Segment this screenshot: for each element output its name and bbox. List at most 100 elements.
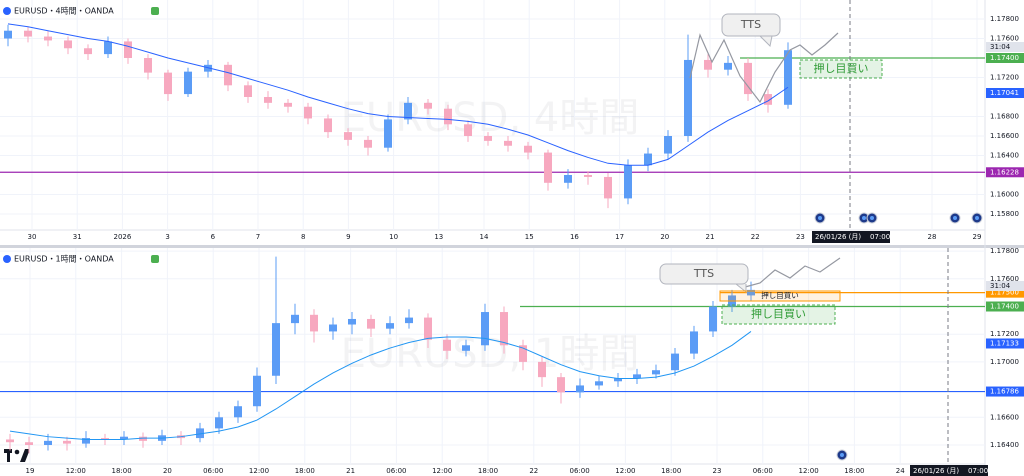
date-box-bg — [910, 465, 988, 476]
candle-body — [234, 406, 242, 418]
candle-body — [4, 30, 12, 39]
price-label-bg — [986, 167, 1024, 178]
price-label: 1.16800 — [990, 113, 1019, 121]
candle-body — [462, 345, 470, 351]
time-label: 18:00 — [295, 467, 315, 475]
candle-body — [244, 85, 252, 97]
symbol-icon — [3, 255, 11, 263]
candle-body — [724, 62, 732, 70]
candle-body — [671, 353, 679, 371]
candle-body — [500, 312, 508, 346]
time-label: 06:00 — [386, 467, 406, 475]
time-label: 10 — [389, 233, 398, 241]
candle-body — [744, 62, 752, 95]
candle-body — [104, 41, 112, 55]
watermark: EURUSD, 1時間 — [341, 331, 640, 377]
time-label: 22 — [529, 467, 538, 475]
candle-body — [690, 331, 698, 354]
event-icon-dot — [840, 453, 844, 457]
candle-body — [481, 312, 489, 346]
time-label: 16 — [570, 233, 579, 241]
candle-body — [25, 442, 33, 445]
candle-body — [544, 152, 552, 183]
price-label: 1.17200 — [990, 74, 1019, 82]
date-box: 26/01/26 (月) — [913, 467, 959, 475]
candle-body — [424, 102, 432, 109]
time-label: 12:00 — [615, 467, 635, 475]
time-label: 06:00 — [570, 467, 590, 475]
candle-body — [144, 58, 152, 73]
candle-body — [633, 374, 641, 379]
time-label: 06:00 — [753, 467, 773, 475]
candle-body — [84, 48, 92, 55]
callout-box — [659, 263, 749, 285]
price-label: 1.16786 — [990, 388, 1019, 396]
candle-body — [614, 378, 622, 382]
callout-box — [721, 13, 781, 37]
price-label: 1.16400 — [990, 441, 1019, 449]
time-label: 14 — [480, 233, 489, 241]
candle-body — [64, 40, 72, 49]
candle-body — [348, 318, 356, 325]
date-time: 07:00 — [968, 467, 988, 475]
price-label-bg — [986, 338, 1024, 349]
price-label: 1.17500 — [990, 289, 1019, 297]
price-label: 1.16228 — [990, 168, 1019, 176]
price-label: 1.17041 — [990, 89, 1019, 97]
candle-body — [404, 102, 412, 120]
time-label: 23 — [796, 233, 805, 241]
candle-body — [564, 175, 572, 183]
symbol-title[interactable]: EURUSD・4時間・OANDA — [14, 7, 114, 16]
order-box — [719, 290, 841, 302]
candle-body — [684, 59, 692, 137]
candle-body — [24, 30, 32, 37]
time-label: 18:00 — [112, 467, 132, 475]
status-icon — [151, 255, 159, 263]
forecast-path — [689, 32, 839, 104]
price-label: 1.16600 — [990, 132, 1019, 140]
time-label: 12:00 — [249, 467, 269, 475]
countdown-bg — [986, 42, 1024, 52]
candle-body — [538, 361, 546, 378]
date-time: 07:00 — [870, 233, 890, 241]
price-label-bg — [986, 287, 1024, 298]
candle-body — [747, 289, 755, 296]
candle-body — [6, 439, 14, 443]
time-label: 24 — [896, 467, 905, 475]
candle-body — [764, 94, 772, 105]
candle-body — [576, 385, 584, 393]
candle-body — [291, 314, 299, 324]
candle-body — [424, 317, 432, 340]
time-label: 31 — [73, 233, 82, 241]
event-icon-dot — [870, 216, 874, 220]
candle-body — [664, 136, 672, 154]
candle-body — [139, 436, 147, 441]
symbol-title[interactable]: EURUSD・1時間・OANDA — [14, 255, 114, 264]
time-label: 20 — [163, 467, 172, 475]
candle-body — [215, 417, 223, 429]
moving-average — [9, 331, 752, 440]
event-icon-dot — [975, 216, 979, 220]
price-label: 1.16400 — [990, 152, 1019, 160]
candle-body — [384, 119, 392, 148]
price-label: 1.17133 — [990, 339, 1019, 347]
price-label: 1.17000 — [990, 358, 1019, 366]
time-label: 18:00 — [478, 467, 498, 475]
candle-body — [604, 176, 612, 199]
forecast-path — [744, 257, 841, 288]
tv-logo — [4, 449, 30, 462]
price-label: 1.17400 — [990, 54, 1019, 62]
time-label: 19 — [26, 467, 35, 475]
price-label: 1.17600 — [990, 275, 1019, 283]
moving-average — [7, 23, 789, 166]
time-label: 20 — [660, 233, 669, 241]
zone-box — [721, 304, 836, 325]
countdown: 31:04 — [990, 282, 1011, 290]
date-box-bg — [812, 231, 890, 243]
callout-tail — [759, 35, 773, 48]
candle-body — [364, 139, 372, 148]
candle-body — [272, 323, 280, 376]
time-label: 18:00 — [661, 467, 681, 475]
time-label: 21 — [346, 467, 355, 475]
